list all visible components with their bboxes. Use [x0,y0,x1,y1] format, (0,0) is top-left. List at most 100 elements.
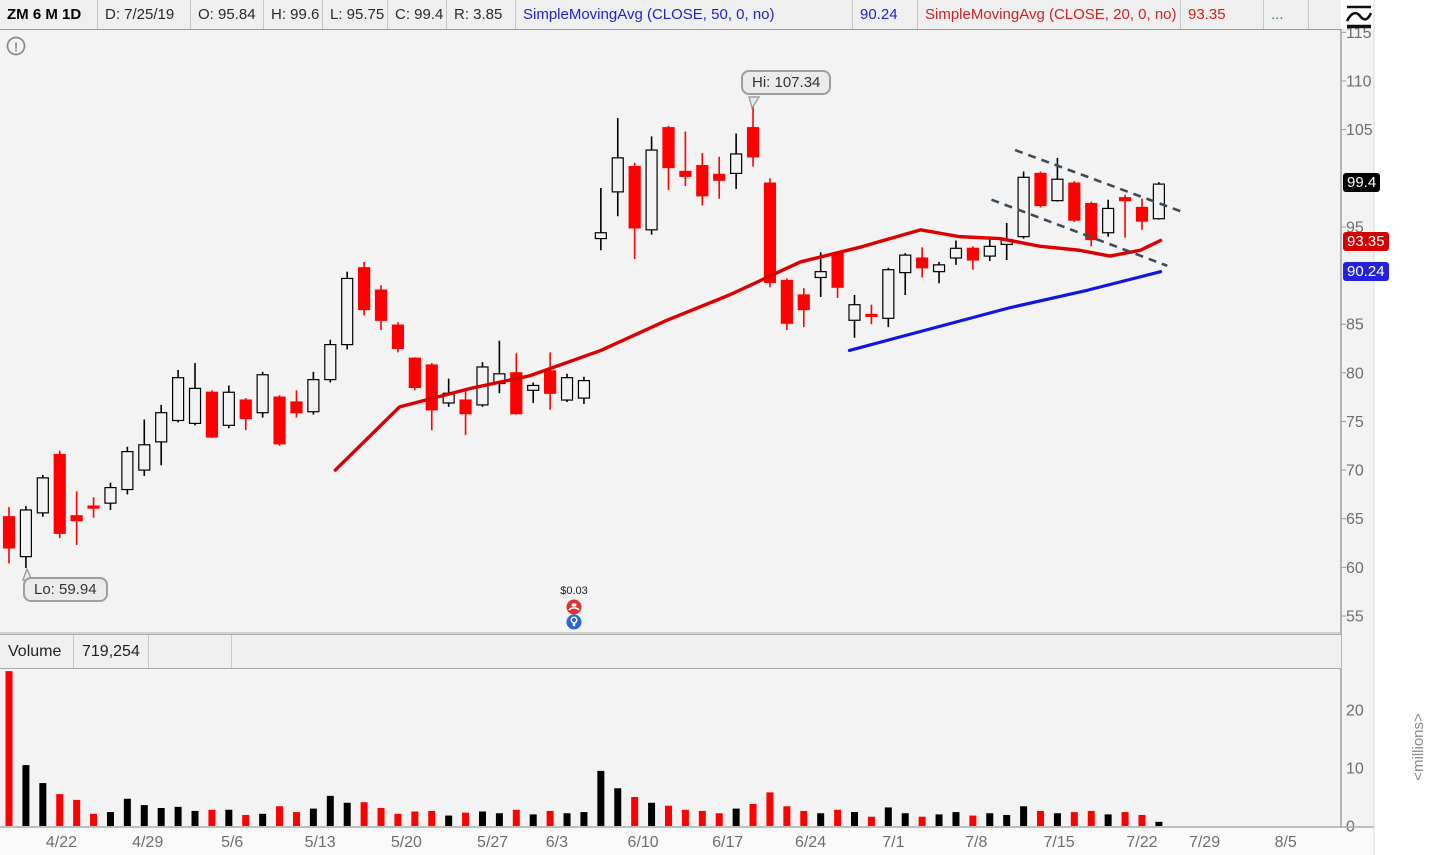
candle-4/18[interactable] [2,516,16,549]
volume-bar[interactable] [698,810,706,826]
candle-5/13[interactable] [273,396,286,445]
volume-bar[interactable] [546,810,554,826]
candle-5/1[interactable] [138,444,151,471]
volume-bar[interactable] [326,795,334,826]
volume-bar[interactable] [884,807,892,826]
candle-7/5[interactable] [916,257,929,269]
volume-bar[interactable] [563,813,571,826]
candle-7/22[interactable] [1102,207,1115,234]
candle-7/18[interactable] [1068,182,1081,221]
candle-5/24[interactable] [425,364,438,411]
volume-bar[interactable] [140,805,148,826]
candle-6/19[interactable] [730,153,743,175]
volume-bar[interactable] [259,813,267,826]
price-pane[interactable] [0,29,1341,633]
candle-6/3[interactable] [527,384,540,391]
candle-6/20[interactable] [746,127,760,158]
more-studies-button[interactable]: ... [1264,0,1309,29]
candle-5/9[interactable] [239,399,252,420]
volume-bar[interactable] [918,816,926,826]
volume-bar[interactable] [495,813,503,826]
volume-bar[interactable] [428,810,436,826]
candle-7/1[interactable] [865,313,878,318]
trendline-upper[interactable] [1014,148,1182,213]
volume-bar[interactable] [276,806,284,826]
candle-6/10[interactable] [611,157,624,193]
candle-5/7[interactable] [205,391,219,438]
volume-bar[interactable] [766,792,774,826]
candle-5/16[interactable] [324,344,337,381]
candle-6/7[interactable] [594,232,607,240]
volume-bar[interactable] [1070,812,1078,826]
candle-7/9[interactable] [949,247,963,259]
trendline-lower[interactable] [991,198,1168,268]
candle-6/28[interactable] [848,304,861,321]
candle-4/23[interactable] [36,477,49,514]
volume-bar[interactable] [1104,814,1112,826]
volume-bar[interactable] [39,783,47,826]
candle-7/11[interactable] [983,245,996,257]
volume-bar[interactable] [445,815,453,826]
candle-7/25[interactable] [1152,183,1165,220]
volume-bar[interactable] [123,798,131,826]
candle-4/29[interactable] [104,486,117,504]
volume-bar[interactable] [191,810,199,826]
volume-bar[interactable] [1037,810,1045,826]
candle-6/6[interactable] [577,379,591,399]
candle-6/12[interactable] [645,149,658,231]
volume-pane[interactable] [0,669,1341,827]
volume-bar[interactable] [732,808,740,826]
volume-bar[interactable] [834,809,842,826]
candle-5/15[interactable] [307,379,320,413]
volume-bar[interactable] [208,809,216,826]
volume-bar[interactable] [664,805,672,826]
candle-4/22[interactable] [19,509,33,558]
volume-bar[interactable] [394,813,402,826]
candle-5/8[interactable] [222,391,235,426]
candle-6/21[interactable] [763,182,777,283]
candle-5/10[interactable] [256,374,269,414]
volume-bar[interactable] [529,814,537,826]
volume-bar[interactable] [749,803,757,826]
candle-5/3[interactable] [172,377,185,422]
candle-7/17[interactable] [1051,178,1064,202]
volume-bar[interactable] [242,814,250,826]
volume-bar[interactable] [614,788,622,826]
volume-bar[interactable] [512,809,520,826]
candle-6/27[interactable] [831,252,844,288]
volume-bar[interactable] [22,765,30,826]
candle-7/19[interactable] [1085,202,1098,241]
volume-bar[interactable] [597,770,605,826]
volume-bar[interactable] [377,808,385,826]
volume-bar[interactable] [1087,810,1095,826]
volume-bar[interactable] [56,794,64,826]
candle-7/10[interactable] [966,247,979,261]
candle-6/5[interactable] [560,377,574,401]
volume-bar[interactable] [901,813,909,826]
volume-bar[interactable] [800,810,808,826]
volume-bar[interactable] [73,799,81,826]
volume-bar[interactable] [817,813,825,826]
info-icon[interactable]: ! [6,36,26,56]
volume-bar[interactable] [631,797,639,826]
volume-bar[interactable] [462,812,470,826]
volume-bar[interactable] [969,815,977,826]
candle-7/8[interactable] [932,264,946,273]
volume-bar[interactable] [292,812,300,826]
volume-bar[interactable] [411,811,419,827]
candle-5/2[interactable] [155,412,168,443]
candle-6/17[interactable] [696,165,709,197]
volume-bar[interactable] [174,806,182,826]
price-axis-strip[interactable] [1341,29,1374,827]
event-markers[interactable]: $0.03 [560,585,588,630]
sma20-study-label[interactable]: SimpleMovingAvg (CLOSE, 20, 0, no) [918,0,1181,29]
candle-6/25[interactable] [797,294,810,311]
candle-6/4[interactable] [544,370,557,394]
candle-5/6[interactable] [188,387,202,424]
candle-7/23[interactable] [1118,197,1132,202]
candle-6/13[interactable] [662,127,675,169]
candle-6/18[interactable] [713,173,726,181]
volume-bar[interactable] [1020,806,1028,826]
candle-5/17[interactable] [341,277,354,346]
volume-bar[interactable] [157,808,165,826]
